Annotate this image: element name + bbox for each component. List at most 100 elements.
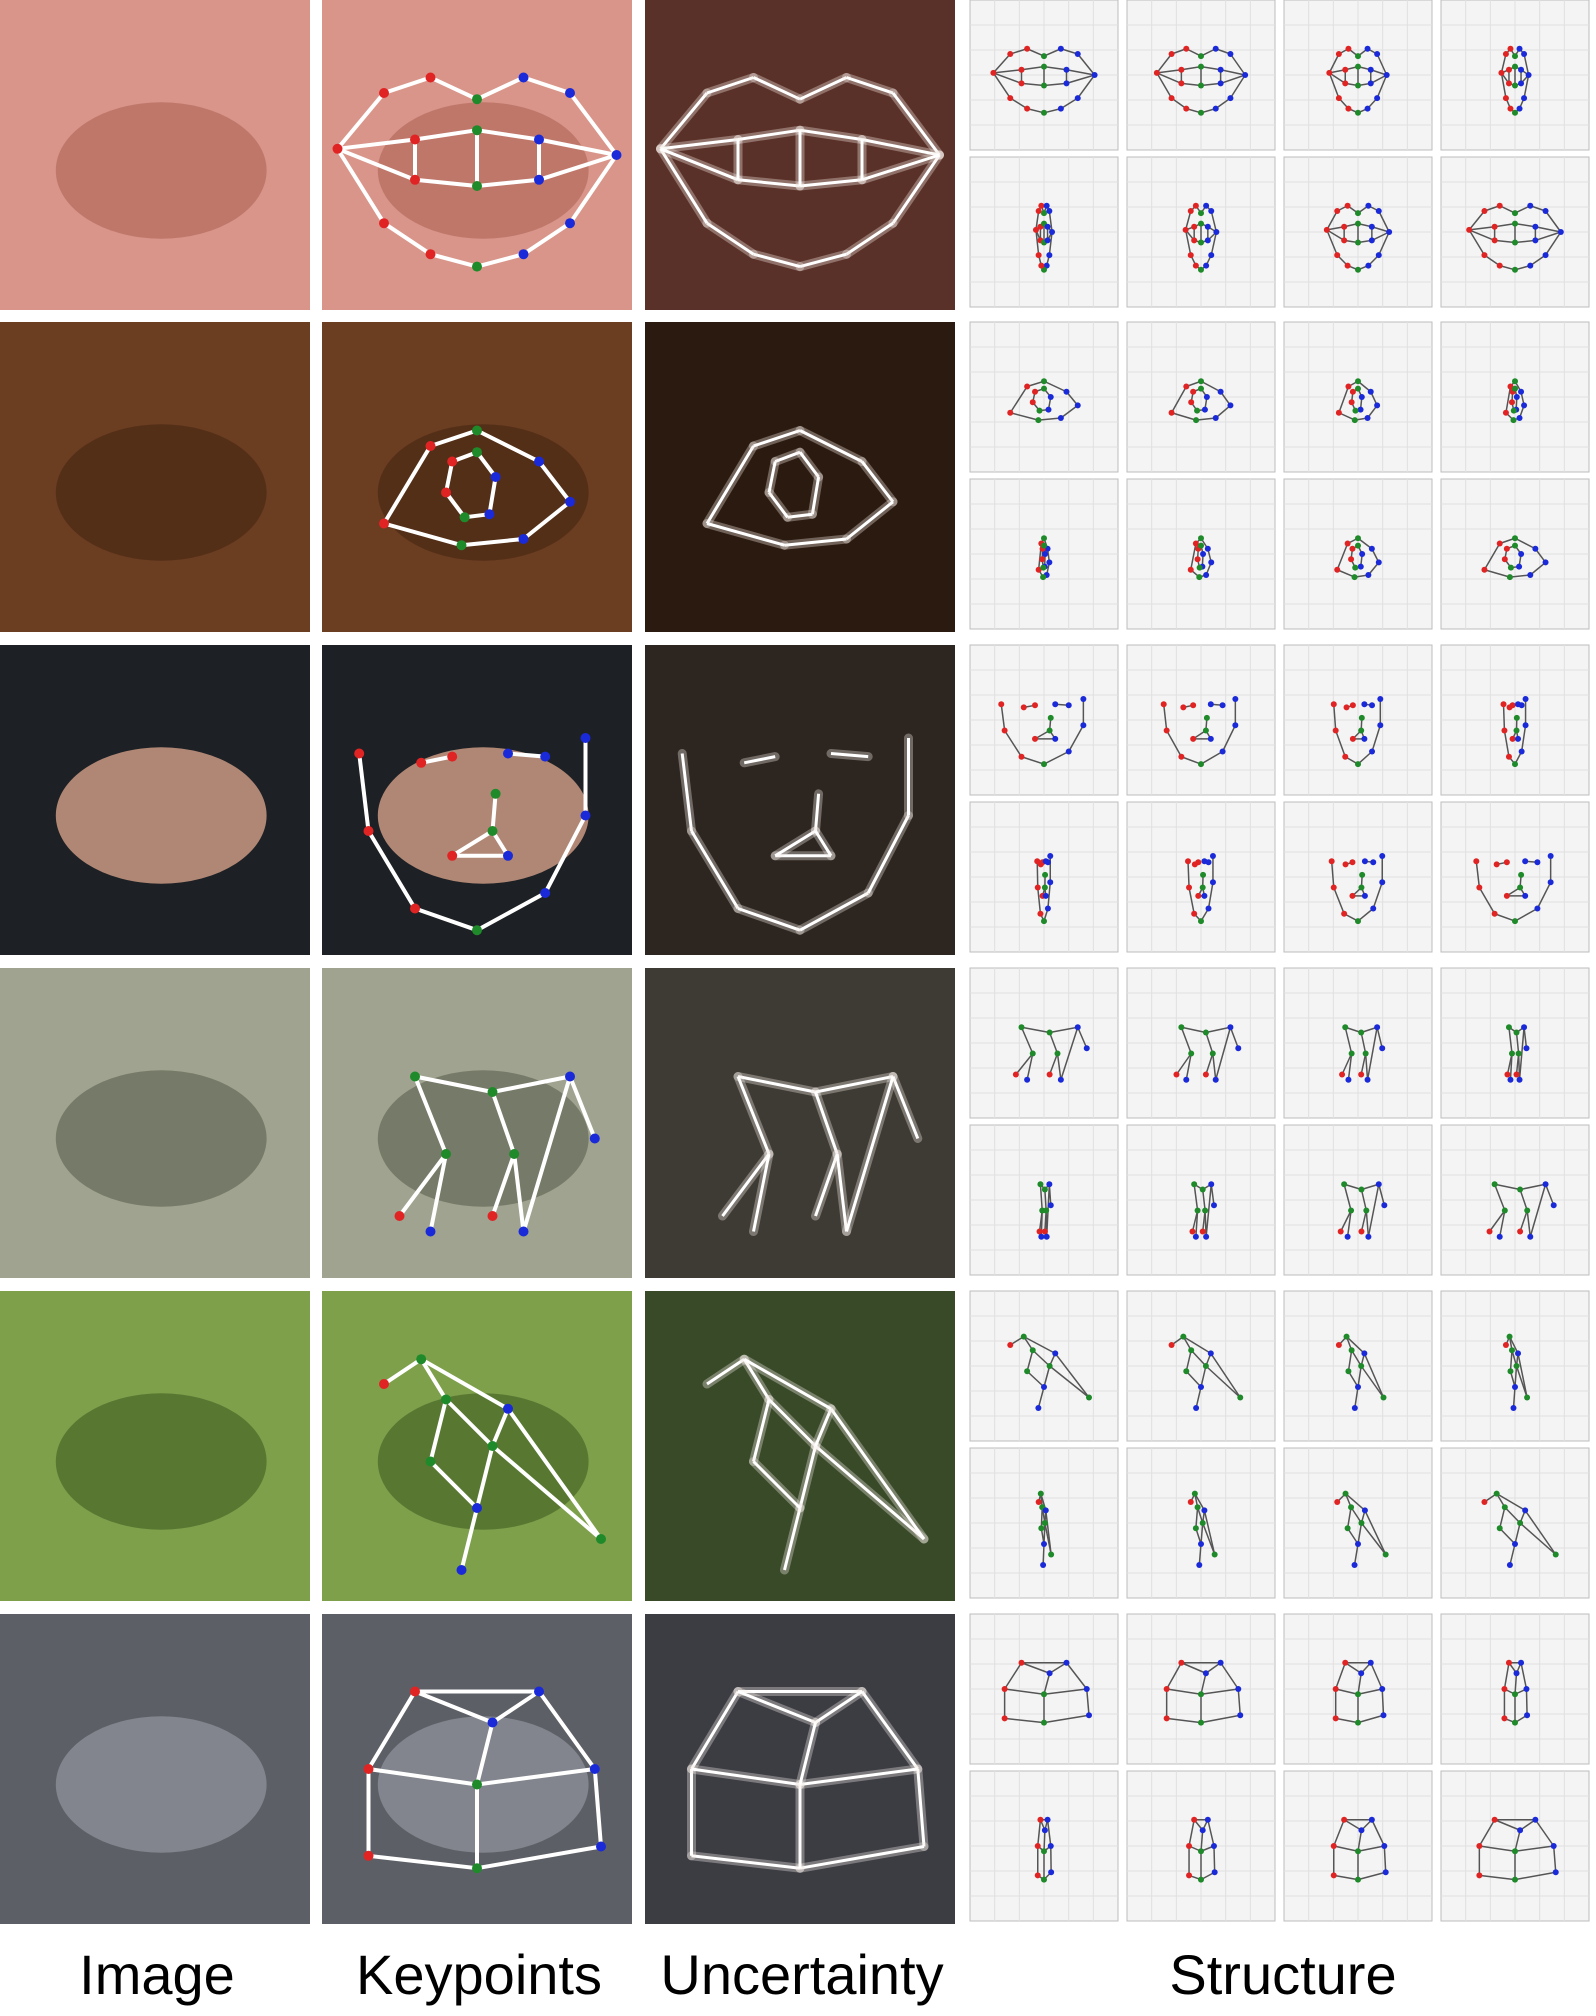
bird-uncertainty-panel <box>645 1291 955 1601</box>
uncertainty-edge <box>737 1075 816 1094</box>
structure-keypoint <box>1178 80 1185 87</box>
structure-keypoint <box>1345 45 1352 52</box>
structure-keypoint <box>1227 402 1234 409</box>
face-structure-plot <box>1440 801 1590 953</box>
row-tiger <box>0 967 1590 1278</box>
structure-keypoint <box>1198 239 1204 246</box>
structure-edge <box>1066 74 1095 85</box>
face-structure-plot <box>1283 644 1433 796</box>
structure-keypoint <box>1202 1670 1209 1677</box>
uncertainty-edge <box>774 829 817 858</box>
structure-edge <box>1188 887 1195 914</box>
structure-keypoint <box>1045 406 1052 413</box>
uncertainty-edge <box>706 1357 746 1386</box>
eye-object-silhouette <box>55 424 267 561</box>
structure-keypoint <box>1358 1520 1365 1526</box>
structure-edge <box>1184 210 1192 231</box>
structure-keypoint <box>1374 1024 1381 1031</box>
structure-edge <box>1181 1662 1207 1674</box>
keypoint <box>447 751 458 762</box>
structure-edge <box>1205 1053 1214 1075</box>
structure-edge <box>1514 907 1538 922</box>
keypoint <box>490 788 501 799</box>
structure-keypoint <box>1341 237 1348 244</box>
structure-edge <box>1181 756 1202 765</box>
structure-edge <box>1536 881 1552 909</box>
structure-keypoint <box>1355 266 1361 273</box>
skeleton-edge <box>491 1689 541 1725</box>
face-structure-plot <box>1283 801 1433 953</box>
structure-keypoint <box>1204 237 1211 244</box>
eye-keypoints-panel <box>322 322 632 632</box>
structure-keypoint <box>1163 1715 1170 1722</box>
keypoint <box>580 733 591 743</box>
bird-structure-plot <box>1283 1447 1433 1599</box>
structure-keypoint <box>1547 879 1554 886</box>
structure-keypoint <box>1190 388 1197 395</box>
structure-keypoint <box>1516 1076 1523 1083</box>
skeleton-edge <box>382 1357 423 1386</box>
structure-keypoint <box>1512 1876 1518 1883</box>
structure-edge <box>1202 1522 1216 1555</box>
structure-keypoint <box>1527 262 1534 269</box>
structure-keypoint <box>1035 566 1042 573</box>
uncertainty-edge <box>737 128 801 141</box>
skeleton-edge <box>429 252 478 269</box>
keypoint <box>363 826 374 836</box>
car-structure-plot <box>1126 1613 1276 1765</box>
skeleton-edge <box>475 1445 495 1509</box>
structure-edge <box>1378 231 1390 256</box>
structure-edge <box>1376 74 1388 99</box>
structure-edge <box>1517 1353 1528 1398</box>
structure-keypoint <box>1509 702 1516 709</box>
structure-keypoint <box>1047 394 1054 400</box>
structure-keypoint <box>1381 1843 1388 1849</box>
structure-keypoint <box>1188 399 1195 406</box>
face-image-panel <box>0 645 310 955</box>
skeleton-edge <box>461 537 524 548</box>
structure-keypoint <box>1501 556 1508 563</box>
mouth-structure-plot <box>1126 0 1276 151</box>
uncertainty-edge <box>752 1399 771 1462</box>
structure-keypoint <box>1183 45 1190 52</box>
structure-keypoint <box>1186 1872 1193 1879</box>
keypoint <box>540 888 551 898</box>
skeleton-edge <box>521 1075 572 1233</box>
structure-edge <box>1156 53 1173 74</box>
structure-keypoint <box>1334 566 1341 573</box>
structure-keypoint <box>1202 1363 1209 1369</box>
structure-edge <box>1181 1026 1207 1034</box>
eye-keypoints-silhouette <box>377 424 589 561</box>
structure-keypoint <box>1041 82 1047 89</box>
structure-keypoint <box>1210 1843 1217 1849</box>
structure-edge <box>1210 1352 1241 1398</box>
structure-keypoint <box>1191 1181 1198 1188</box>
structure-edge <box>992 72 1011 99</box>
structure-keypoint <box>1345 1076 1352 1083</box>
structure-edge <box>1525 1688 1528 1716</box>
structure-keypoint <box>1198 761 1204 768</box>
structure-keypoint <box>1035 417 1042 424</box>
structure-keypoint <box>1198 378 1204 385</box>
structure-edge <box>1479 1874 1516 1881</box>
car-structure-plot <box>1440 1613 1590 1765</box>
structure-edge <box>1046 1819 1052 1847</box>
row-bird <box>0 1290 1590 1601</box>
structure-keypoint <box>1046 1029 1053 1036</box>
structure-edge <box>1043 380 1067 393</box>
structure-edge <box>1346 1336 1365 1354</box>
structure-edge <box>1229 53 1246 76</box>
structure-keypoint <box>1183 1368 1190 1375</box>
uncertainty-edge <box>659 147 739 182</box>
eye-uncertainty-panel <box>645 322 955 632</box>
structure-keypoint <box>1522 722 1529 729</box>
skeleton-edge <box>568 91 619 157</box>
structure-keypoint <box>1532 223 1539 230</box>
structure-keypoint <box>1208 559 1215 566</box>
structure-edge <box>1509 574 1531 578</box>
structure-edge <box>1346 1507 1352 1529</box>
structure-keypoint <box>1510 1405 1517 1411</box>
structure-keypoint <box>1521 95 1528 102</box>
keypoint <box>425 1456 436 1467</box>
structure-edge <box>1200 750 1223 765</box>
